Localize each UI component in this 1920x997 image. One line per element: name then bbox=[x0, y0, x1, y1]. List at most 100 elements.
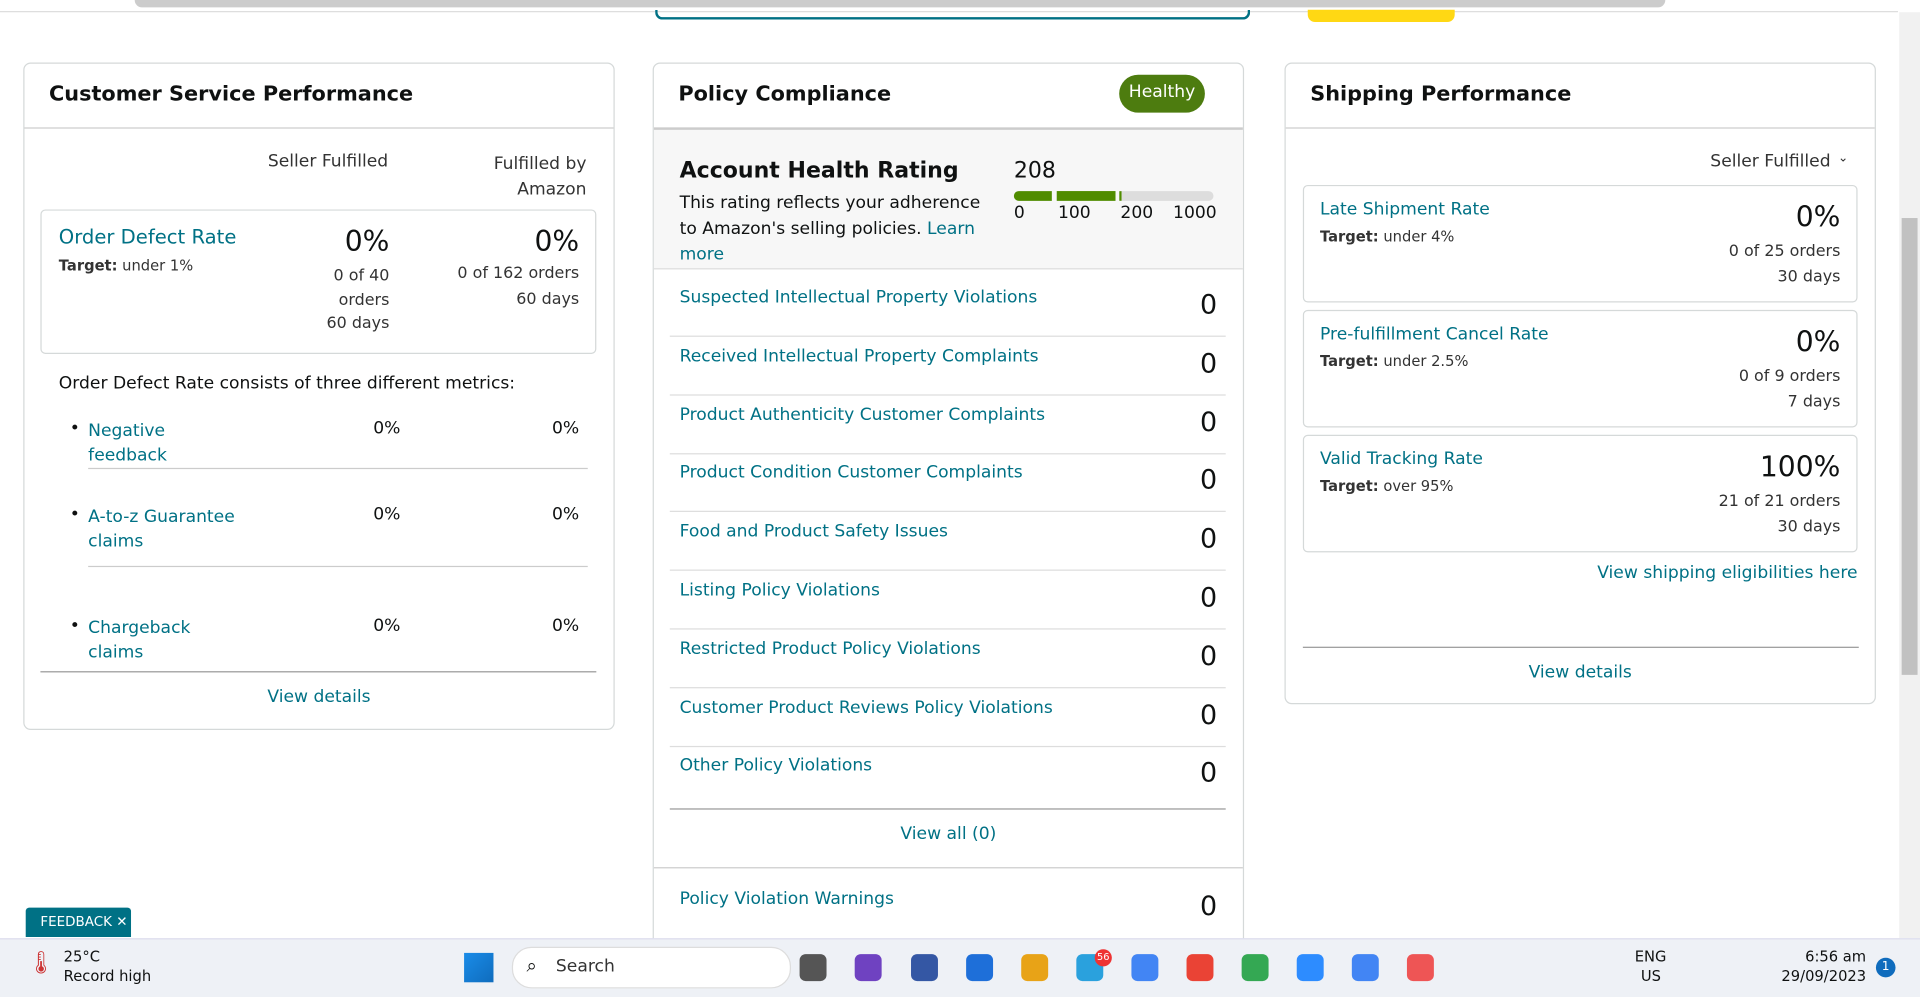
orders: 0 of 25 orders bbox=[1728, 242, 1841, 261]
col-header: Seller Fulfilled bbox=[267, 151, 389, 172]
app-icon[interactable] bbox=[1406, 954, 1434, 982]
count: 0 bbox=[1200, 700, 1218, 731]
seller-rate: 0% bbox=[373, 616, 401, 636]
metric-box bbox=[1302, 309, 1858, 428]
rate: 0% bbox=[344, 226, 390, 259]
orders: 0 of 9 orders bbox=[1738, 367, 1841, 386]
rating-title: Account Health Rating bbox=[679, 157, 959, 184]
rate: 0% bbox=[1795, 327, 1841, 359]
count: 0 bbox=[1200, 465, 1218, 497]
divider bbox=[669, 452, 1226, 454]
target-label: Target: bbox=[1320, 477, 1379, 495]
odr-box bbox=[40, 209, 597, 354]
count: 0 bbox=[1200, 583, 1218, 614]
bullet: • bbox=[69, 616, 80, 636]
violation-link[interactable]: Customer Product Reviews Policy Violatio… bbox=[679, 697, 1053, 718]
metric-link[interactable]: Late Shipment Rate bbox=[1320, 199, 1490, 220]
period: 7 days bbox=[1787, 393, 1841, 412]
rate: 0% bbox=[534, 226, 580, 259]
start[interactable] bbox=[464, 952, 494, 983]
fba-rate: 0% bbox=[551, 616, 580, 636]
scale-label: 1000 bbox=[1173, 203, 1217, 223]
search-icon: ⌕ bbox=[526, 954, 537, 977]
count: 0 bbox=[1200, 891, 1218, 923]
filter-dropdown[interactable]: Seller Fulfilled bbox=[1710, 151, 1831, 172]
violation-link[interactable]: Restricted Product Policy Violations bbox=[679, 639, 981, 659]
app-icon[interactable] bbox=[1186, 954, 1214, 982]
app-icon[interactable] bbox=[1021, 954, 1049, 982]
warnings-link[interactable]: Policy Violation Warnings bbox=[679, 889, 894, 909]
bar bbox=[1119, 191, 1214, 201]
period: 30 days bbox=[1777, 518, 1841, 537]
odr-link[interactable]: Order Defect Rate bbox=[58, 225, 237, 249]
target: Target: under 4% bbox=[1320, 228, 1454, 245]
clock-date[interactable]: 29/09/2023 bbox=[1781, 967, 1867, 985]
divider bbox=[669, 569, 1226, 571]
taskbar bbox=[0, 938, 1920, 997]
learn-more[interactable]: Learn more bbox=[679, 219, 975, 265]
scroll-thumb[interactable] bbox=[1901, 218, 1918, 675]
app-icon[interactable] bbox=[1241, 954, 1269, 982]
label: FEEDBACK bbox=[40, 913, 113, 930]
orders: 0 of 162 orders bbox=[457, 264, 580, 283]
notifications[interactable]: 1 bbox=[1875, 957, 1896, 978]
metric-link[interactable]: Chargeback claims bbox=[88, 618, 191, 663]
violation-link[interactable]: Listing Policy Violations bbox=[679, 580, 880, 601]
view-details[interactable]: View details bbox=[1528, 662, 1632, 683]
seller-rate: 0% bbox=[373, 504, 401, 525]
fba-rate: 0% bbox=[551, 418, 580, 439]
count: 0 bbox=[1200, 348, 1218, 380]
target: under 1% bbox=[122, 257, 194, 275]
app-icon[interactable] bbox=[854, 954, 882, 982]
lang[interactable]: ENG bbox=[1634, 947, 1667, 966]
count: 0 bbox=[1200, 758, 1218, 790]
clock-time[interactable]: 6:56 am bbox=[1805, 947, 1867, 966]
orders: 0 of 40 orders bbox=[333, 267, 390, 310]
target-label: Target: bbox=[1320, 227, 1379, 245]
app-icon[interactable] bbox=[799, 954, 827, 982]
text: This rating reflects your adherence to A… bbox=[679, 193, 981, 239]
target-value: over 95% bbox=[1383, 477, 1454, 495]
view-all[interactable]: View all (0) bbox=[900, 824, 997, 844]
shipping-panel bbox=[1284, 62, 1876, 705]
title: Policy Compliance bbox=[678, 82, 892, 107]
app-icon[interactable] bbox=[1131, 954, 1159, 982]
count: 0 bbox=[1200, 290, 1218, 321]
card-edge bbox=[655, 9, 1251, 20]
app-icon[interactable] bbox=[966, 954, 994, 982]
title: Shipping Performance bbox=[1310, 82, 1572, 107]
violation-link[interactable]: Suspected Intellectual Property Violatio… bbox=[679, 287, 1038, 308]
bar bbox=[1056, 191, 1116, 201]
feedback-button[interactable]: FEEDBACK ✕ bbox=[25, 907, 132, 937]
violation-link[interactable]: Received Intellectual Property Complaint… bbox=[679, 346, 1039, 366]
violation-link[interactable]: Other Policy Violations bbox=[679, 756, 873, 776]
violation-link[interactable]: Food and Product Safety Issues bbox=[679, 521, 948, 542]
button-edge bbox=[1307, 9, 1455, 23]
seller-rate: 0% bbox=[373, 418, 401, 439]
violation-link[interactable]: Product Condition Customer Complaints bbox=[679, 463, 1023, 484]
app-icon[interactable] bbox=[911, 954, 938, 982]
app-icon[interactable] bbox=[1351, 954, 1379, 982]
metric-link[interactable]: Pre-fulfillment Cancel Rate bbox=[1320, 324, 1549, 345]
view-details[interactable]: View details bbox=[267, 687, 371, 707]
metric-link[interactable]: Negative feedback bbox=[88, 421, 167, 466]
divider bbox=[0, 11, 1898, 13]
region[interactable]: US bbox=[1640, 967, 1661, 985]
fba-rate: 0% bbox=[551, 504, 580, 525]
bullet: • bbox=[69, 418, 80, 439]
metric-link[interactable]: A-to-z Guarantee claims bbox=[88, 507, 235, 552]
metric-link[interactable]: Valid Tracking Rate bbox=[1320, 449, 1483, 470]
target-value: under 4% bbox=[1383, 227, 1455, 245]
rating-description: This rating reflects your adherence to A… bbox=[680, 191, 986, 268]
divider bbox=[669, 394, 1226, 396]
search-box[interactable] bbox=[511, 946, 792, 989]
target: Target: over 95% bbox=[1320, 478, 1453, 495]
divider bbox=[669, 628, 1226, 630]
metric-box bbox=[1302, 434, 1858, 553]
app-icon[interactable] bbox=[1296, 954, 1324, 982]
search-placeholder[interactable]: Search bbox=[555, 956, 615, 977]
violation-link[interactable]: Product Authenticity Customer Complaints bbox=[679, 404, 1046, 425]
divider bbox=[88, 467, 588, 470]
eligibility-link[interactable]: View shipping eligibilities here bbox=[1597, 563, 1858, 584]
